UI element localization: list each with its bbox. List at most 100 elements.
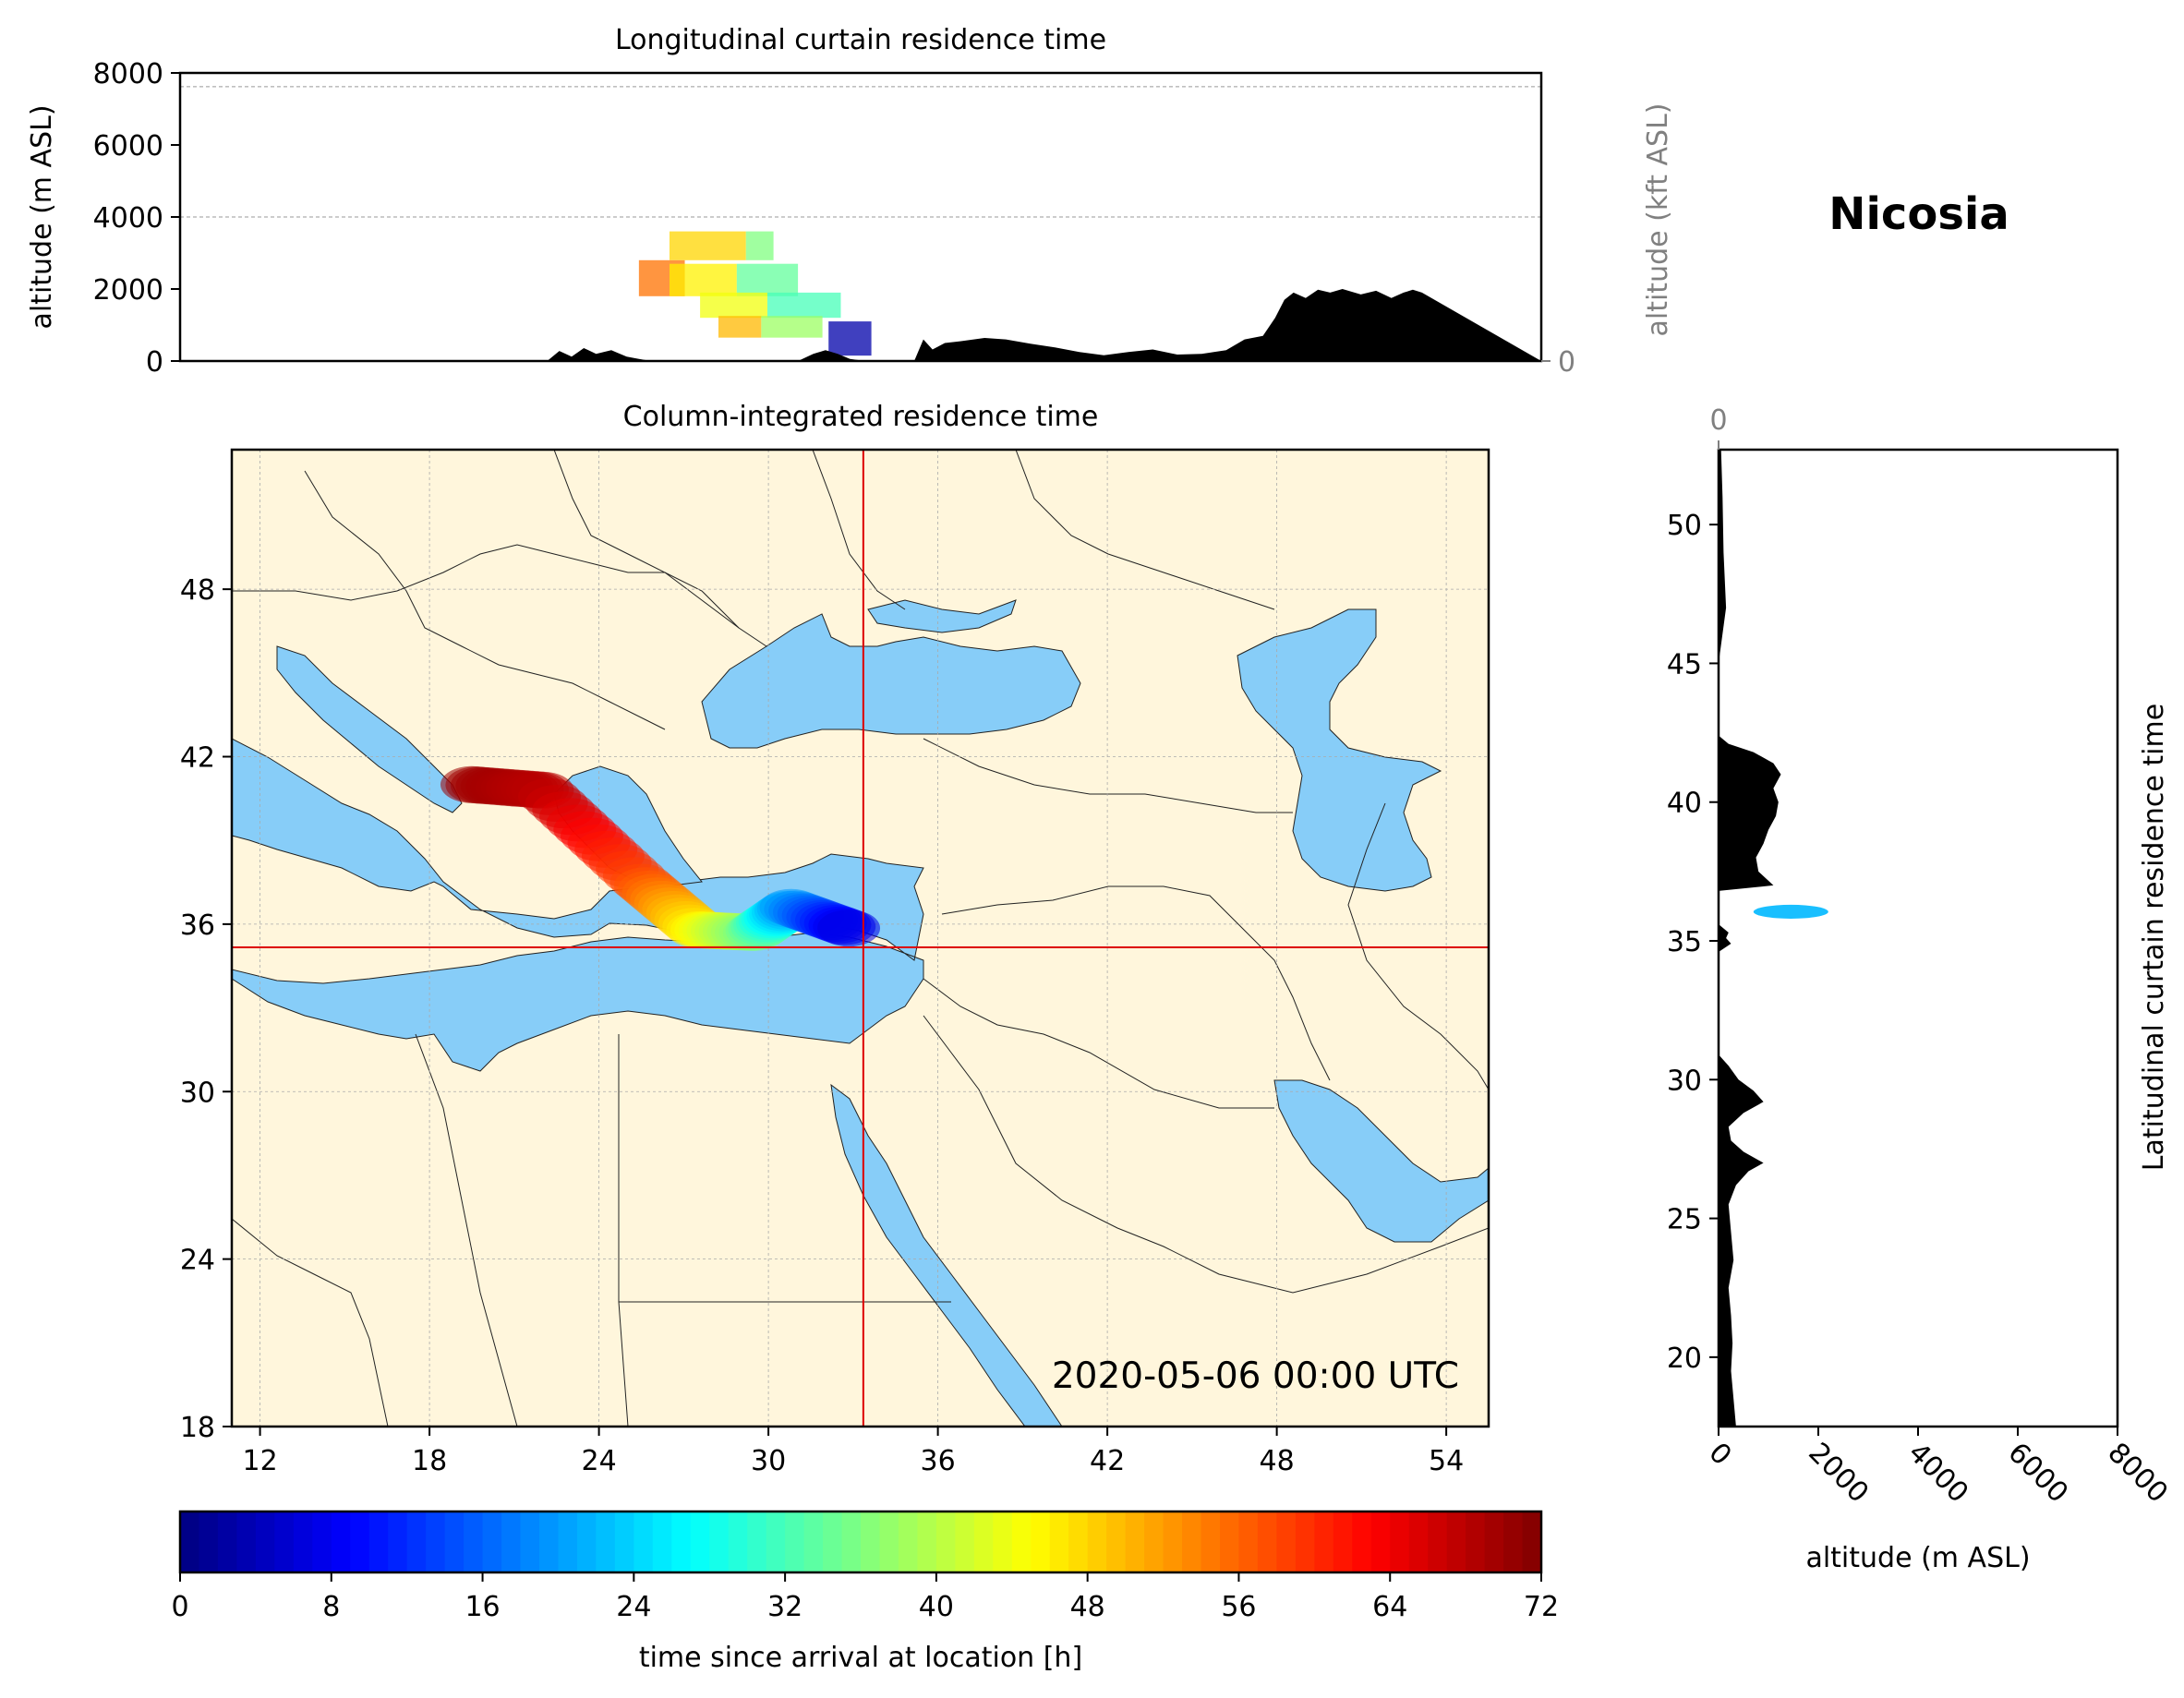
colorbar-cell <box>709 1511 730 1572</box>
tick-label: 2000 <box>1802 1437 1875 1510</box>
location-title: Nicosia <box>1828 188 2009 240</box>
colorbar-cell <box>538 1511 560 1572</box>
colorbar-cell <box>614 1511 634 1572</box>
residence-block <box>700 292 767 319</box>
mediterranean-sea <box>232 738 924 1072</box>
colorbar-cell <box>955 1511 975 1572</box>
colorbar-cell <box>898 1511 919 1572</box>
tick-label: 0 <box>171 1591 188 1623</box>
tick-label: 0 <box>1702 1437 1737 1472</box>
colorbar-cell <box>368 1511 389 1572</box>
tick-label: 6000 <box>93 130 163 163</box>
colorbar-cell <box>879 1511 899 1572</box>
colorbar-cell <box>1011 1511 1032 1572</box>
colorbar-cell <box>1352 1511 1372 1572</box>
tick-label: 4000 <box>1901 1437 1974 1510</box>
map-residence-blob <box>440 765 881 951</box>
colorbar-cell <box>1333 1511 1353 1572</box>
map-frame <box>230 448 1490 1428</box>
tick-label: 8000 <box>2101 1437 2174 1510</box>
colorbar-cell <box>803 1511 824 1572</box>
tick-label: 72 <box>1524 1591 1559 1623</box>
colorbar-cell <box>1466 1511 1486 1572</box>
colorbar-cell <box>596 1511 616 1572</box>
column-integrated-map-panel: Column-integrated residence time <box>180 401 1490 1477</box>
colorbar-cell <box>558 1511 578 1572</box>
top-left-ticks: 0 2000 4000 6000 8000 <box>93 58 180 379</box>
top-ylabel-right: altitude (kft ASL) <box>1642 102 1674 336</box>
colorbar-cell <box>1295 1511 1315 1572</box>
residence-block <box>669 231 746 260</box>
right-terrain <box>1719 450 1781 1427</box>
colorbar-cell <box>1106 1511 1127 1572</box>
caspian-sea <box>1237 608 1442 892</box>
tick-label: 18 <box>412 1445 447 1477</box>
tick-label: 32 <box>767 1591 802 1623</box>
colorbar-cell <box>1201 1511 1221 1572</box>
colorbar-cell <box>1144 1511 1164 1572</box>
tick-label: 48 <box>1070 1591 1105 1623</box>
colorbar-cell <box>1503 1511 1524 1572</box>
tick-label: 42 <box>1090 1445 1125 1477</box>
colorbar-label: time since arrival at location [h] <box>639 1642 1082 1674</box>
tick-label: 25 <box>1667 1204 1702 1236</box>
colorbar-cell <box>576 1511 597 1572</box>
top-right-ticks: 050100 <box>1541 346 1575 379</box>
colorbar-cell <box>1219 1511 1240 1572</box>
residence-block <box>761 316 823 338</box>
tick-label: 4000 <box>93 202 163 235</box>
colorbar-cell <box>1031 1511 1051 1572</box>
colorbar-cell <box>1068 1511 1089 1572</box>
right-left-ticks: 20 25 30 35 40 45 50 <box>1667 510 1719 1375</box>
tick-label: 54 <box>1429 1445 1464 1477</box>
top-ylabel-left: altitude (m ASL) <box>26 104 58 329</box>
colorbar-cell <box>1314 1511 1334 1572</box>
colorbar-cell <box>255 1511 275 1572</box>
colorbar-ticks: 0 8 16 24 32 40 48 56 64 72 <box>171 1572 1559 1623</box>
residence-cell <box>817 909 881 947</box>
tick-label: 30 <box>1667 1065 1702 1097</box>
colorbar-cell <box>426 1511 446 1572</box>
tick-label: 24 <box>582 1445 617 1477</box>
colorbar-cell <box>293 1511 313 1572</box>
tick-label: 30 <box>180 1077 215 1109</box>
colorbar-cell <box>917 1511 937 1572</box>
tick-label: 24 <box>616 1591 651 1623</box>
tick-label: 18 <box>180 1412 215 1444</box>
colorbar-cell <box>747 1511 767 1572</box>
tick-label: 40 <box>1667 788 1702 820</box>
colorbar-cell <box>1370 1511 1391 1572</box>
tick-label: 8 <box>322 1591 340 1623</box>
colorbar-cell <box>464 1511 484 1572</box>
tick-label: 36 <box>921 1445 956 1477</box>
tick-label: 50 <box>1667 510 1702 542</box>
colorbar-cell <box>1428 1511 1448 1572</box>
colorbar-cell <box>1276 1511 1297 1572</box>
colorbar-cell <box>274 1511 295 1572</box>
colorbar-cell <box>861 1511 881 1572</box>
colorbar-cell <box>501 1511 522 1572</box>
tick-label: 0 <box>1558 346 1575 379</box>
top-terrain <box>180 289 1541 361</box>
colorbar-cells <box>180 1511 1542 1572</box>
tick-label: 0 <box>1709 404 1727 437</box>
colorbar-cell <box>482 1511 502 1572</box>
country-borders <box>232 450 1489 1427</box>
right-top-ticks: 050100 <box>1709 404 1728 450</box>
map-gridlines <box>232 450 1489 1427</box>
adriatic-sea <box>276 645 463 813</box>
colorbar: 0 8 16 24 32 40 48 56 64 72 time since arrival at… <box>171 1510 1559 1674</box>
tick-label: 12 <box>242 1445 277 1477</box>
colorbar-cell <box>1182 1511 1202 1572</box>
colorbar-cell <box>633 1511 654 1572</box>
colorbar-cell <box>350 1511 370 1572</box>
colorbar-cell <box>1163 1511 1183 1572</box>
map-x-ticks: 12 18 24 30 36 42 48 54 <box>242 1427 1464 1477</box>
colorbar-cell <box>1257 1511 1277 1572</box>
colorbar-cell <box>1390 1511 1410 1572</box>
tick-label: 42 <box>180 742 215 775</box>
longitudinal-curtain-panel: Longitudinal curtain residence time 0 200… <box>26 24 1674 379</box>
colorbar-cell <box>766 1511 786 1572</box>
residence-block <box>745 231 774 260</box>
